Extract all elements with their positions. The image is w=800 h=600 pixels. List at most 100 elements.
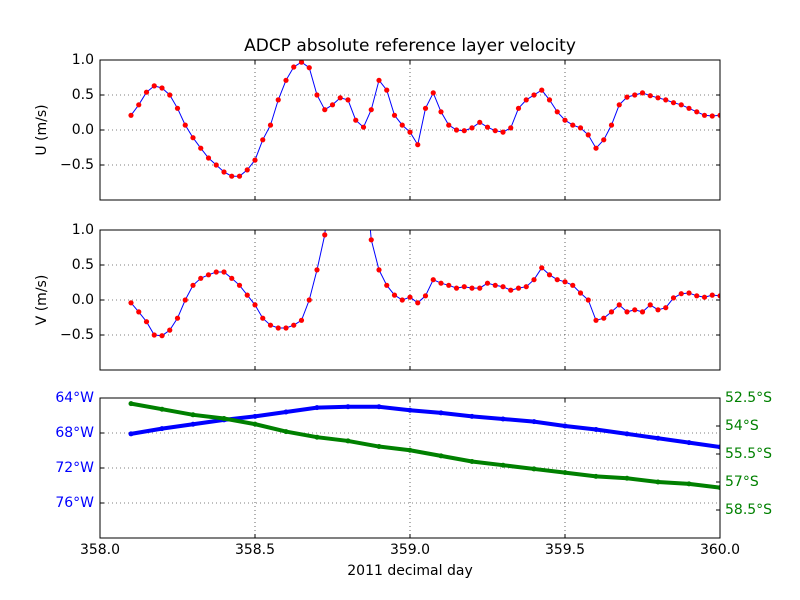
data-point: [136, 102, 142, 108]
data-point: [376, 444, 382, 450]
data-point: [190, 412, 196, 418]
data-point: [283, 77, 289, 83]
data-point: [267, 322, 274, 328]
y-tick-label: 0.5: [72, 87, 94, 103]
y-axis-label: U (m/s): [34, 104, 50, 155]
data-point: [686, 440, 692, 446]
data-point: [531, 277, 537, 283]
data-point: [438, 280, 444, 286]
data-point: [554, 109, 560, 115]
data-point: [368, 237, 374, 243]
data-point: [717, 485, 720, 491]
data-point: [546, 272, 553, 278]
y2-tick-label: 57°S: [725, 474, 759, 490]
data-point: [632, 92, 638, 98]
data-point: [461, 284, 467, 290]
data-point: [314, 405, 320, 411]
data-point: [244, 167, 250, 173]
data-point: [322, 107, 328, 113]
data-point: [391, 112, 398, 118]
data-point: [438, 410, 444, 416]
data-point: [415, 142, 421, 148]
data-point: [151, 332, 157, 338]
x-tick-label: 359.5: [545, 542, 585, 558]
data-point: [515, 105, 522, 111]
data-point: [221, 169, 227, 175]
y2-tick-label: 55.5°S: [725, 446, 772, 462]
data-point: [306, 65, 312, 71]
y-tick-label: 1.0: [72, 52, 94, 68]
data-point: [531, 92, 537, 98]
data-point: [686, 105, 692, 111]
data-point: [639, 90, 646, 96]
data-point: [500, 284, 506, 290]
data-point: [283, 409, 289, 415]
data-point: [500, 462, 506, 468]
y-tick-label: −0.5: [60, 157, 94, 173]
data-point: [143, 319, 150, 325]
data-point: [252, 413, 258, 419]
data-point: [562, 279, 568, 285]
data-point: [329, 102, 336, 108]
panel: −0.5 0.0 0.5 1.0 V (m/s): [34, 222, 721, 371]
data-point: [167, 92, 173, 98]
data-point: [252, 302, 258, 308]
data-point: [399, 122, 405, 128]
data-point: [562, 423, 568, 429]
y-tick-label: 0.0: [72, 292, 94, 308]
data-point: [577, 290, 584, 296]
data-point: [639, 309, 646, 315]
data-point: [252, 421, 258, 427]
data-point: [314, 434, 320, 440]
data-point: [306, 297, 312, 303]
data-point: [267, 122, 274, 128]
data-point: [229, 173, 235, 179]
data-point: [353, 117, 359, 123]
series: [128, 401, 720, 491]
data-point: [143, 89, 150, 95]
data-point: [174, 105, 181, 111]
data-point: [523, 97, 529, 103]
data-point: [686, 481, 692, 487]
data-point: [601, 315, 607, 321]
data-point: [260, 137, 266, 143]
data-point: [198, 145, 204, 151]
x-tick-label: 360.0: [700, 542, 740, 558]
data-point: [686, 290, 692, 296]
data-point: [298, 317, 305, 323]
data-point: [275, 325, 281, 331]
data-point: [291, 64, 297, 70]
data-point: [446, 282, 452, 288]
data-point: [376, 77, 382, 83]
data-point: [508, 287, 514, 293]
y2-tick-label: 52.5°S: [725, 390, 772, 406]
y-tick-label: 76°W: [55, 495, 94, 511]
data-point: [608, 309, 615, 315]
y2-tick-label: 58.5°S: [725, 502, 772, 518]
data-point: [322, 232, 328, 238]
data-point: [461, 128, 467, 134]
data-point: [477, 119, 483, 125]
data-point: [655, 95, 661, 101]
data-point: [159, 426, 165, 432]
data-point: [678, 291, 684, 297]
data-point: [601, 137, 607, 143]
data-point: [391, 292, 398, 298]
data-point: [717, 293, 720, 299]
data-point: [593, 473, 599, 479]
data-point: [701, 112, 708, 118]
data-point: [174, 315, 181, 321]
data-point: [422, 105, 429, 111]
data-point: [407, 407, 413, 413]
data-point: [221, 416, 227, 422]
data-point: [492, 282, 498, 288]
data-point: [430, 277, 436, 283]
data-point: [430, 90, 436, 96]
data-point: [399, 297, 405, 303]
data-point: [128, 401, 134, 407]
data-point: [585, 132, 591, 138]
data-point: [593, 317, 599, 323]
data-point: [500, 416, 506, 422]
